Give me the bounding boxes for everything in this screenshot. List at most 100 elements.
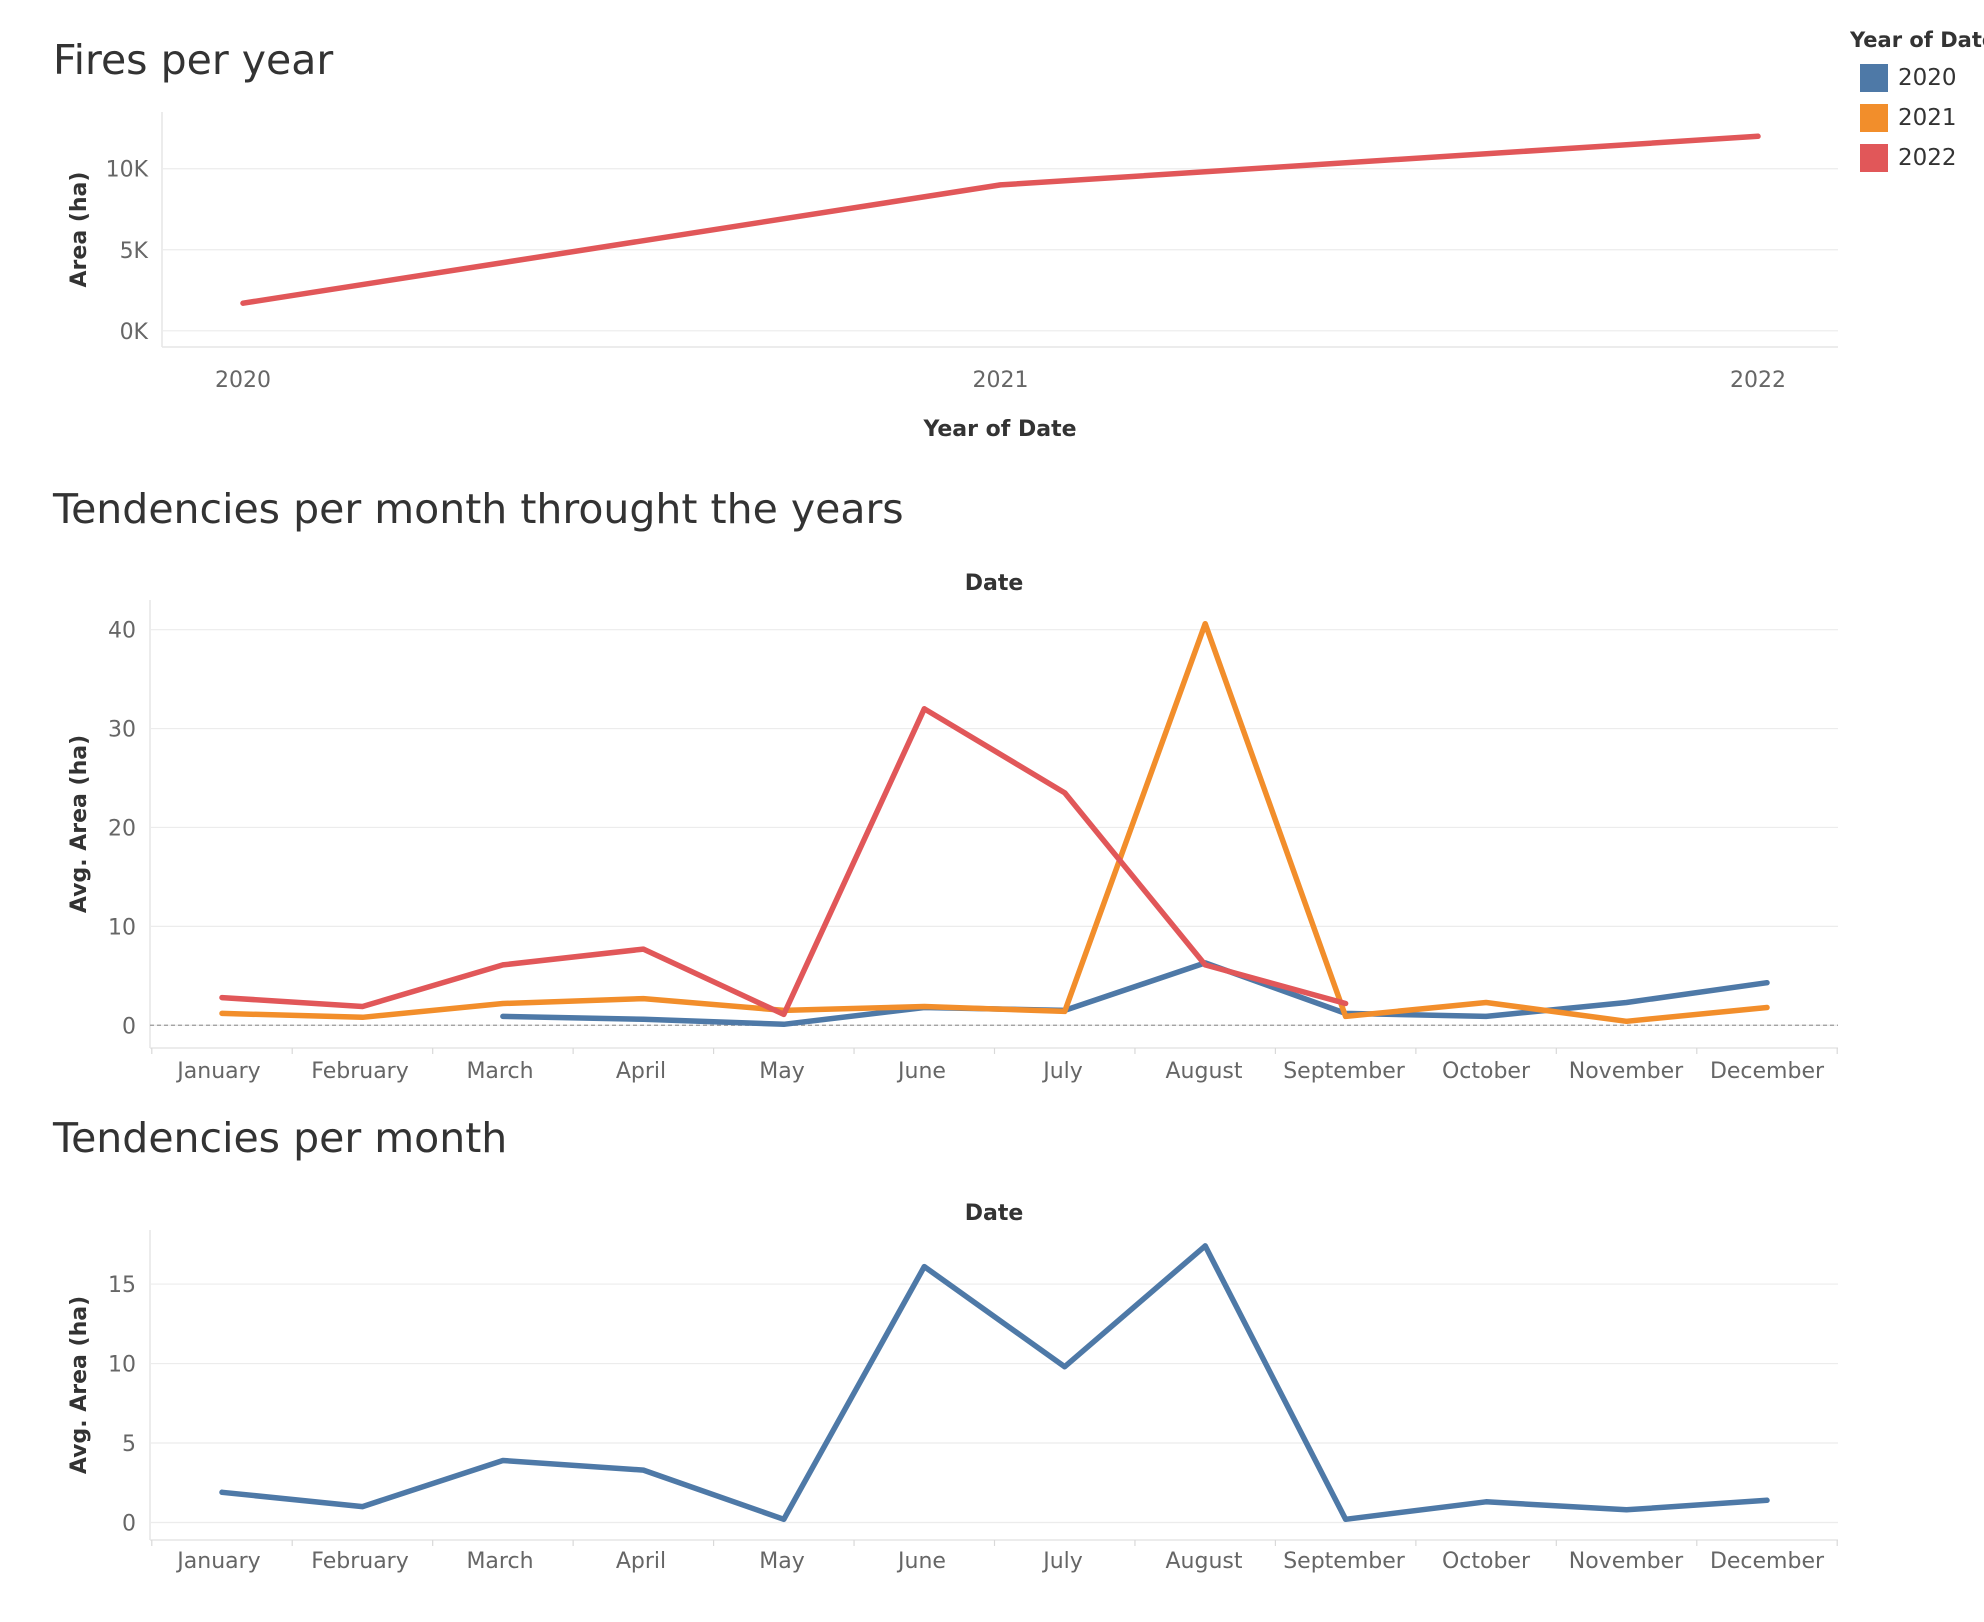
y-tick-label: 5K: [120, 239, 149, 264]
x-tick-label: December: [1710, 1549, 1825, 1574]
data-point: [359, 1504, 365, 1510]
data-point: [1202, 962, 1208, 968]
data-point: [1624, 1018, 1630, 1024]
y-axis-title: Area (ha): [67, 172, 92, 288]
data-point: [1755, 133, 1761, 139]
data-point: [359, 1014, 365, 1020]
series-line-series-0: [219, 1243, 1770, 1523]
x-tick-label: January: [175, 1549, 260, 1574]
data-point: [359, 1003, 365, 1009]
data-point: [921, 1264, 927, 1270]
x-tick-label: April: [616, 1549, 666, 1574]
chart2-title: Tendencies per month throught the years: [53, 485, 904, 533]
legend-item-2020[interactable]: 2020: [1850, 58, 1984, 98]
data-point: [219, 995, 225, 1001]
legend-swatch-2021: [1860, 104, 1888, 132]
legend-item-2021[interactable]: 2021: [1850, 98, 1984, 138]
y-tick-label: 0K: [120, 320, 149, 345]
x-tick-label: November: [1569, 1549, 1684, 1574]
data-point: [640, 1467, 646, 1473]
chart-fires-per-year: 0K 5K 10K 2020 2021 2022 Area (ha) Year of Date: [67, 112, 1838, 442]
chart3-title: Tendencies per month: [53, 1114, 508, 1162]
data-point: [1062, 1364, 1068, 1370]
x-tick-label: March: [466, 1059, 533, 1084]
data-point: [998, 182, 1003, 188]
data-point: [1764, 1497, 1770, 1503]
data-point: [1624, 1507, 1630, 1513]
data-point: [500, 1000, 506, 1006]
y-tick-label: 10: [108, 915, 136, 940]
x-tick-label: January: [175, 1059, 260, 1084]
data-point: [921, 706, 927, 712]
legend: Year of Date 2020 2021 2022: [1850, 28, 1984, 178]
x-tick-label: 2020: [215, 368, 271, 393]
data-point: [1343, 1000, 1349, 1006]
x-tick-label: December: [1710, 1059, 1825, 1084]
x-tick-label: August: [1166, 1549, 1243, 1574]
x-tick-label: 2022: [1730, 368, 1786, 393]
y-tick-label: 10: [108, 1353, 136, 1378]
y-tick-label: 30: [108, 718, 136, 743]
data-point: [1624, 1000, 1630, 1006]
x-tick-label: September: [1283, 1549, 1406, 1574]
data-point: [1764, 980, 1770, 986]
x-tick-label: October: [1442, 1549, 1531, 1574]
y-axis-title: Avg. Area (ha): [67, 1296, 92, 1474]
data-point: [219, 1489, 225, 1495]
legend-swatch-2022: [1860, 144, 1888, 172]
x-tick-label: July: [1041, 1059, 1083, 1084]
data-point: [1202, 621, 1208, 627]
data-point: [781, 1021, 787, 1027]
data-point: [1483, 1000, 1489, 1006]
chart-tendencies-per-month-years: 0 10 20 30 40 January February March April May Jun…: [67, 571, 1838, 1084]
data-point: [1062, 790, 1068, 796]
data-point: [1062, 1008, 1068, 1014]
x-tick-label: May: [759, 1059, 804, 1084]
x-tick-label: June: [896, 1549, 946, 1574]
y-tick-label: 0: [122, 1014, 136, 1039]
x-tick-label: February: [311, 1549, 409, 1574]
data-point: [781, 1011, 787, 1017]
data-point: [781, 1516, 787, 1522]
data-point: [219, 1010, 225, 1016]
y-tick-label: 15: [108, 1273, 136, 1298]
y-tick-label: 0: [122, 1512, 136, 1537]
legend-label-2021: 2021: [1898, 105, 1957, 131]
data-point: [240, 300, 246, 306]
data-point: [500, 1458, 506, 1464]
y-tick-label: 5: [122, 1432, 136, 1457]
data-point: [500, 1013, 506, 1019]
data-point: [1483, 1499, 1489, 1505]
x-axis-top-title: Date: [965, 571, 1024, 596]
data-point: [1343, 1516, 1349, 1522]
legend-swatch-2020: [1860, 64, 1888, 92]
x-tick-label: 2021: [973, 368, 1029, 393]
data-point: [1202, 1243, 1208, 1249]
x-tick-label: June: [896, 1059, 946, 1084]
y-tick-label: 40: [108, 619, 136, 644]
y-tick-label: 20: [108, 816, 136, 841]
data-point: [1764, 1004, 1770, 1010]
y-tick-label: 10K: [106, 158, 149, 183]
x-tick-label: August: [1166, 1059, 1243, 1084]
x-tick-label: April: [616, 1059, 666, 1084]
x-axis-top-title: Date: [965, 1201, 1024, 1226]
data-point: [640, 1016, 646, 1022]
data-point: [1483, 1013, 1489, 1019]
data-point: [640, 946, 646, 952]
legend-title: Year of Date: [1850, 28, 1984, 52]
series-line-2021: [219, 620, 1770, 1025]
x-tick-label: October: [1442, 1059, 1531, 1084]
x-tick-label: September: [1283, 1059, 1406, 1084]
legend-label-2020: 2020: [1898, 65, 1957, 91]
chart1-title: Fires per year: [53, 36, 334, 84]
x-tick-label: February: [311, 1059, 409, 1084]
x-tick-label: May: [759, 1549, 804, 1574]
data-point: [921, 1003, 927, 1009]
data-point: [640, 996, 646, 1002]
x-tick-label: March: [466, 1549, 533, 1574]
y-axis-title: Avg. Area (ha): [67, 735, 92, 913]
legend-label-2022: 2022: [1898, 145, 1957, 171]
legend-item-2022[interactable]: 2022: [1850, 138, 1984, 178]
